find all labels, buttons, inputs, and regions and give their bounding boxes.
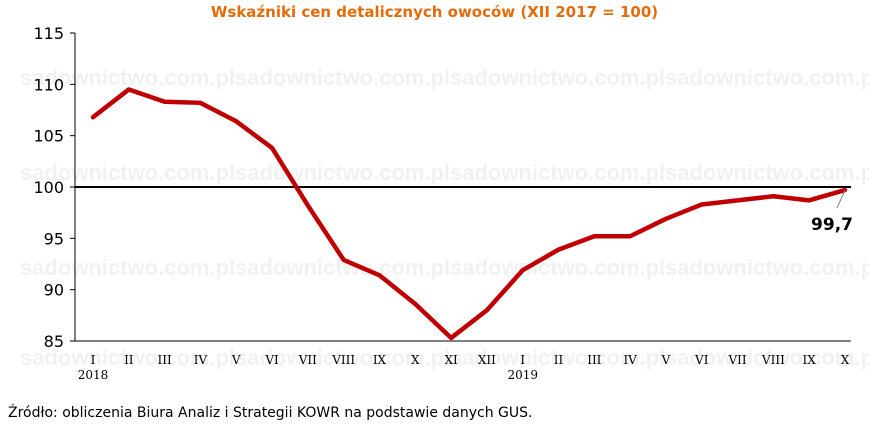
- annotation-layer: 99,7: [811, 189, 853, 235]
- x-axis: I II III IV V VI VII VIII IX X XI XII I II III IV V VI VII…: [75, 340, 851, 382]
- watermark-text: sadownictwo.com.pl: [20, 345, 235, 370]
- x-tick-label: V: [231, 353, 241, 367]
- x-tick-label: VIII: [331, 353, 355, 367]
- x-tick-label: XII: [478, 353, 496, 367]
- x-tick-label: II: [554, 353, 564, 367]
- data-point: [557, 248, 561, 252]
- x-year-label: 2018: [78, 368, 109, 382]
- y-tick-label: 85: [44, 332, 64, 351]
- y-tick-label: 95: [44, 229, 64, 248]
- x-tick-label: I: [91, 353, 96, 367]
- data-point: [198, 101, 202, 105]
- data-point: [807, 198, 811, 202]
- x-tick-label: IX: [373, 353, 387, 367]
- chart-title: Wskaźniki cen detalicznych owoców (XII 2…: [210, 3, 659, 21]
- y-tick-label: 90: [44, 281, 64, 300]
- x-tick-label: XI: [444, 353, 458, 367]
- watermark-text: sadownictwo.com.pl: [450, 160, 665, 185]
- x-tick-label: I: [520, 353, 525, 367]
- x-tick-label: IV: [194, 353, 208, 367]
- y-tick-label: 100: [33, 178, 64, 197]
- x-tick-label: VII: [727, 353, 746, 367]
- data-point: [306, 203, 310, 207]
- watermark-text: sadownictwo.com.pl: [665, 255, 869, 280]
- value-leader-line: [836, 189, 846, 209]
- data-point: [127, 87, 131, 91]
- watermark-text: sadownictwo.com.pl: [665, 345, 869, 370]
- data-point: [342, 258, 346, 262]
- data-point: [91, 115, 95, 119]
- data-point: [270, 146, 274, 150]
- data-point: [736, 198, 740, 202]
- watermark-text: sadownictwo.com.pl: [665, 65, 869, 90]
- watermark-text: sadownictwo.com.pl: [665, 160, 869, 185]
- watermark-text: sadownictwo.com.pl: [20, 65, 235, 90]
- x-tick-label: V: [661, 353, 671, 367]
- source-note: Źródło: obliczenia Biura Analiz i Strate…: [8, 405, 533, 421]
- data-point: [485, 308, 489, 312]
- y-tick-label: 110: [33, 75, 64, 94]
- watermark-text: sadownictwo.com.pl: [450, 345, 665, 370]
- y-axis: 85 90 95 100 105 110 115: [33, 24, 851, 351]
- watermark-text: sadownictwo.com.pl: [20, 255, 235, 280]
- x-tick-label: IV: [623, 353, 637, 367]
- watermark-layer: sadownictwo.com.pl sadownictwo.com.pl sado…: [20, 65, 869, 370]
- x-tick-label: III: [158, 353, 172, 367]
- data-point: [771, 194, 775, 198]
- data-point: [700, 202, 704, 206]
- series-layer: [90, 87, 848, 341]
- data-point: [234, 119, 238, 123]
- data-point: [449, 336, 453, 340]
- watermark-text: sadownictwo.com.pl: [450, 255, 665, 280]
- data-point: [521, 268, 525, 272]
- x-tick-label: IX: [803, 353, 817, 367]
- watermark-text: sadownictwo.com.pl: [235, 345, 450, 370]
- x-tick-label: VIII: [761, 353, 785, 367]
- watermark-text: sadownictwo.com.pl: [235, 160, 450, 185]
- x-tick-label: VII: [298, 353, 317, 367]
- data-point: [628, 234, 632, 238]
- data-point: [163, 100, 167, 104]
- data-point: [592, 234, 596, 238]
- watermark-text: sadownictwo.com.pl: [450, 65, 665, 90]
- watermark-text: sadownictwo.com.pl: [20, 160, 235, 185]
- x-tick-label: X: [411, 353, 420, 367]
- x-tick-label: VI: [264, 353, 279, 367]
- y-tick-label: 115: [33, 24, 64, 43]
- y-tick-label: 105: [33, 127, 64, 146]
- data-point: [413, 302, 417, 306]
- data-point: [377, 273, 381, 277]
- x-tick-label: VI: [694, 353, 709, 367]
- x-tick-label: II: [124, 353, 134, 367]
- watermark-text: sadownictwo.com.pl: [235, 65, 450, 90]
- series-line: [90, 87, 848, 341]
- data-point: [664, 217, 668, 221]
- x-tick-label: III: [587, 353, 601, 367]
- x-tick-label: X: [841, 353, 850, 367]
- last-value-label: 99,7: [811, 215, 853, 235]
- x-year-label: 2019: [507, 368, 538, 382]
